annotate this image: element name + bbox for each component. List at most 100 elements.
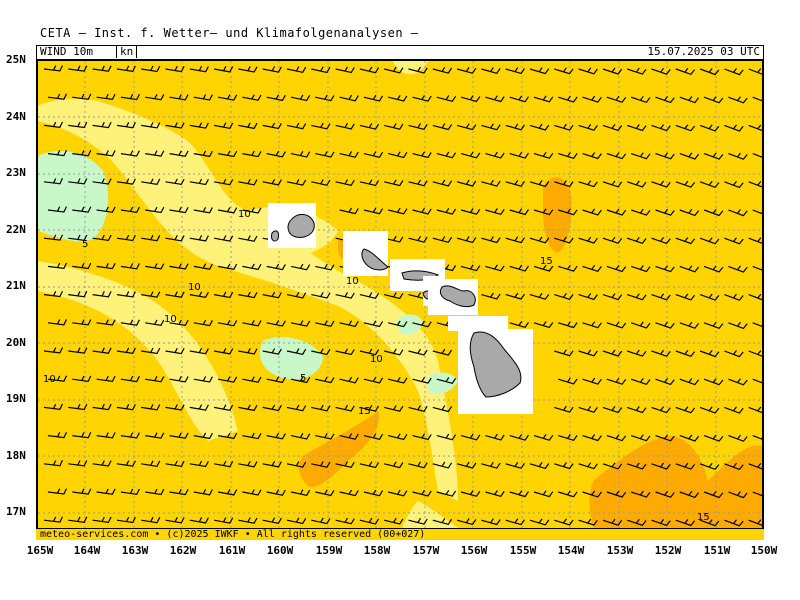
- wind-barb: [703, 434, 724, 442]
- wind-barb: [120, 206, 140, 214]
- wind-barb: [169, 376, 189, 383]
- wind-barb: [238, 66, 258, 73]
- wind-barb: [92, 65, 112, 72]
- wind-barb: [311, 291, 331, 299]
- wind-barb: [96, 375, 116, 383]
- wind-barb: [141, 234, 161, 242]
- wind-barb: [533, 208, 554, 216]
- wind-barb: [193, 376, 213, 383]
- wind-barb: [116, 234, 136, 242]
- wind-barb: [315, 489, 335, 497]
- wind-barb: [436, 433, 457, 441]
- wind-barb: [675, 462, 696, 470]
- wind-barb: [675, 519, 696, 527]
- wind-barb: [558, 95, 578, 103]
- wind-barb: [631, 377, 651, 386]
- wind-barb: [43, 234, 64, 241]
- wind-barb: [412, 433, 432, 441]
- wind-barb: [582, 264, 602, 273]
- wind-barb: [481, 236, 501, 244]
- wind-barb: [262, 291, 282, 299]
- wind-barb: [47, 262, 68, 270]
- wind-barb: [631, 321, 651, 329]
- wind-barb: [412, 489, 432, 497]
- wind-barb: [631, 265, 651, 273]
- wind-barb: [363, 151, 384, 158]
- wind-barb: [432, 66, 453, 74]
- wind-barb: [432, 123, 453, 131]
- wind-barb: [242, 150, 262, 158]
- band-strong-ne: [543, 177, 572, 253]
- wind-barb: [558, 434, 578, 442]
- wind-barb: [728, 209, 748, 217]
- wind-barb: [315, 151, 335, 158]
- wind-barb: [335, 517, 355, 525]
- wind-barb: [165, 122, 185, 129]
- wind-barb: [363, 94, 384, 102]
- wind-barb: [655, 321, 675, 329]
- lon-label: 156W: [460, 544, 488, 557]
- wind-barb: [675, 293, 696, 301]
- wind-barb: [703, 96, 724, 104]
- lat-label: 22N: [6, 223, 26, 236]
- kauai-island: [287, 214, 315, 238]
- wind-barb: [485, 264, 505, 272]
- wind-barb: [481, 292, 501, 300]
- wind-barb: [602, 236, 623, 244]
- wind-barb: [679, 321, 700, 329]
- wind-barb: [606, 490, 627, 498]
- wind-barb: [679, 378, 700, 386]
- lon-label: 159W: [315, 544, 343, 557]
- wind-barb: [724, 68, 744, 76]
- wind-barb: [606, 208, 627, 216]
- map-canvas: 10 5 10 10 10 5 10 15 15 10 15: [38, 61, 762, 538]
- wind-barb: [384, 405, 404, 412]
- contour-labels: 10 5 10 10 10 5 10 15 15 10 15: [43, 209, 710, 523]
- wind-barb: [655, 434, 675, 442]
- wind-barb: [485, 95, 505, 103]
- wind-barb: [335, 179, 355, 186]
- wind-barb: [339, 151, 359, 158]
- wind-barb: [290, 320, 311, 327]
- wind-barb: [286, 461, 307, 468]
- wind-barb: [627, 180, 647, 188]
- lon-label: 151W: [703, 544, 731, 557]
- wind-barb: [699, 124, 720, 132]
- wind-barb: [189, 291, 209, 298]
- wind-barb: [388, 94, 408, 102]
- wind-barb: [602, 406, 623, 414]
- wind-barb: [432, 348, 453, 356]
- wind-barb: [651, 349, 671, 357]
- wind-barb: [724, 237, 744, 245]
- wind-barb: [213, 66, 234, 73]
- wind-barb: [408, 517, 428, 525]
- wind-barb: [432, 461, 453, 469]
- wind-barb: [92, 460, 112, 467]
- band-light-top: [393, 61, 428, 75]
- wind-barb: [120, 319, 140, 326]
- wind-barb: [724, 406, 744, 414]
- wind-barb: [505, 461, 525, 469]
- wind-barb: [384, 461, 404, 469]
- wind-barb: [169, 488, 189, 496]
- wind-barbs: [43, 65, 762, 527]
- wind-barb: [116, 347, 136, 354]
- wind-barb: [651, 293, 671, 301]
- wind-barb: [262, 404, 282, 412]
- wind-barb: [68, 516, 88, 523]
- band-strong-mid: [298, 411, 379, 487]
- wind-barb: [582, 434, 602, 442]
- contour-label: 10: [238, 209, 251, 220]
- wind-barb: [651, 180, 671, 188]
- wind-barb: [436, 151, 457, 159]
- wind-barb: [436, 207, 457, 215]
- wind-barb: [752, 209, 762, 215]
- wind-barb: [582, 208, 602, 216]
- wind-barb: [408, 461, 428, 469]
- wind-barb: [193, 207, 213, 214]
- wind-barb: [286, 291, 307, 299]
- wind-barb: [169, 432, 189, 439]
- wind-barb: [558, 490, 578, 498]
- wind-barb: [699, 406, 720, 414]
- wind-barb: [602, 293, 623, 301]
